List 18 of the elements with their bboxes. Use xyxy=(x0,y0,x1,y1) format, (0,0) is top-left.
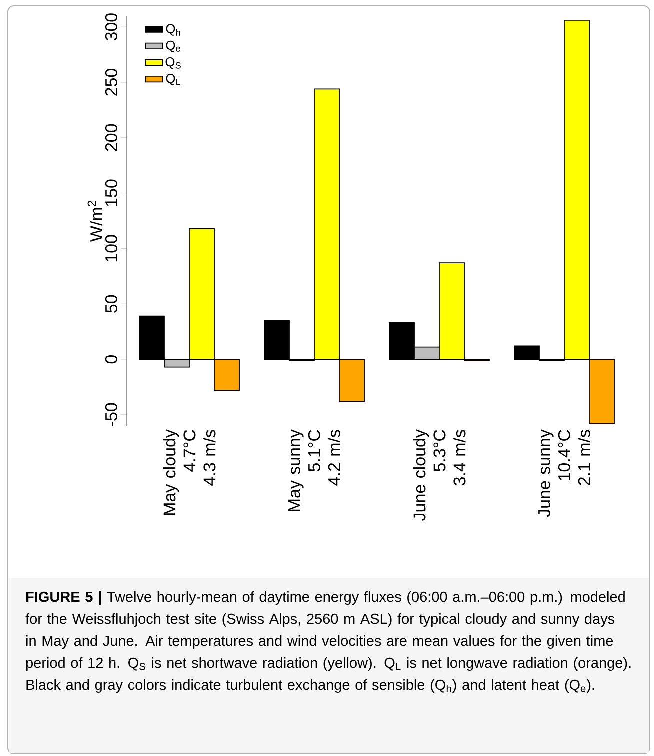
y-tick-label: 0 xyxy=(105,355,118,364)
y-tick-label: 50 xyxy=(105,295,118,313)
y-tick-label: 250 xyxy=(105,68,118,96)
y-tick-label: 200 xyxy=(105,124,118,152)
x-tick-label: June cloudy 5.3°C 3.4 m/s xyxy=(413,430,466,521)
y-tick-label: 300 xyxy=(105,14,118,41)
y-tick-label: 100 xyxy=(105,235,118,262)
x-tick-label: June sunny 10.4°C 2.1 m/s xyxy=(538,430,590,518)
y-axis-title: W/m$^{2}$ xyxy=(88,201,103,242)
y-tick-label: -50 xyxy=(105,403,118,426)
legend-label: Q$_{S}$ xyxy=(166,57,181,69)
x-tick-label: May sunny 5.1°C 4.2 m/s xyxy=(288,430,340,512)
legend-label: Q$_{h}$ xyxy=(166,24,180,36)
y-tick-label: 150 xyxy=(105,180,118,206)
legend-label: Q$_{L}$ xyxy=(166,74,181,86)
text: FIGURE 5 | Twelve hourly-mean of daytime energy fluxes (06:00 a.m.–06:00 p.m.) modeled for the Weissfluhjoch test site (Swiss Alps, 2560 m ASL) for typical cloudy and sunny days in May and June. Air temperatures and wind velocities are mean values for the given time period of 12 h. Q$_{S}$ is net shortwave radiation (yellow). Q$_{L}$ is net longwave radiation (orange). Black and gray colors indicate turbulent exchange of sensible (Q$_{h}$) and latent heat (Q$_{e}$). xyxy=(26,592,631,694)
x-tick-label: May cloudy 4.7°C 4.3 m/s xyxy=(163,430,216,516)
legend-label: Q$_{e}$ xyxy=(166,40,180,52)
